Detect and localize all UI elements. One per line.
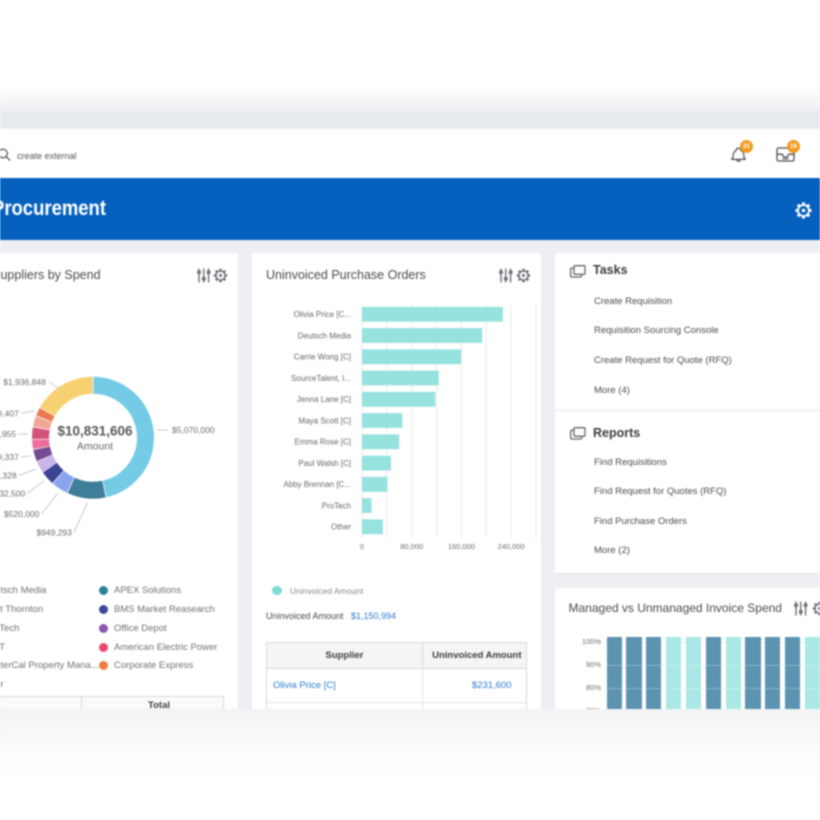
svg-text:160,000: 160,000	[448, 542, 475, 551]
svg-text:80,000: 80,000	[400, 542, 423, 551]
svg-text:Emma Rose [C]: Emma Rose [C]	[295, 438, 351, 447]
svg-text:Maya Scott [C]: Maya Scott [C]	[299, 416, 351, 425]
svg-text:$1,936,848: $1,936,848	[3, 377, 46, 387]
svg-text:$369,337: $369,337	[0, 452, 19, 462]
svg-text:$949,293: $949,293	[36, 528, 72, 538]
svg-text:ProTech: ProTech	[322, 501, 351, 510]
svg-text:SourceTalent, I...: SourceTalent, I...	[291, 374, 351, 383]
svg-text:Jenna Lane [C]: Jenna Lane [C]	[297, 395, 351, 404]
svg-text:$10,831,606: $10,831,606	[57, 424, 133, 439]
svg-text:Abby Brennan [C...: Abby Brennan [C...	[283, 480, 351, 489]
svg-text:Other: Other	[331, 523, 351, 532]
svg-text:$749,407: $749,407	[0, 409, 19, 419]
svg-text:$5,070,000: $5,070,000	[172, 425, 215, 435]
svg-text:Amount: Amount	[77, 441, 113, 453]
svg-text:$520,000: $520,000	[4, 509, 40, 519]
svg-text:Carrie Wong [C]: Carrie Wong [C]	[294, 353, 351, 362]
svg-text:Olivia Price [C...: Olivia Price [C...	[294, 310, 351, 319]
svg-text:$409,328: $409,328	[0, 471, 17, 481]
svg-text:0: 0	[360, 542, 364, 551]
svg-text:240,000: 240,000	[498, 542, 525, 551]
svg-text:Deutsch Media: Deutsch Media	[298, 331, 352, 340]
svg-text:$232,500: $232,500	[0, 488, 25, 498]
svg-text:$345,955: $345,955	[0, 429, 16, 439]
svg-text:Paul Walsh [C]: Paul Walsh [C]	[298, 459, 351, 468]
